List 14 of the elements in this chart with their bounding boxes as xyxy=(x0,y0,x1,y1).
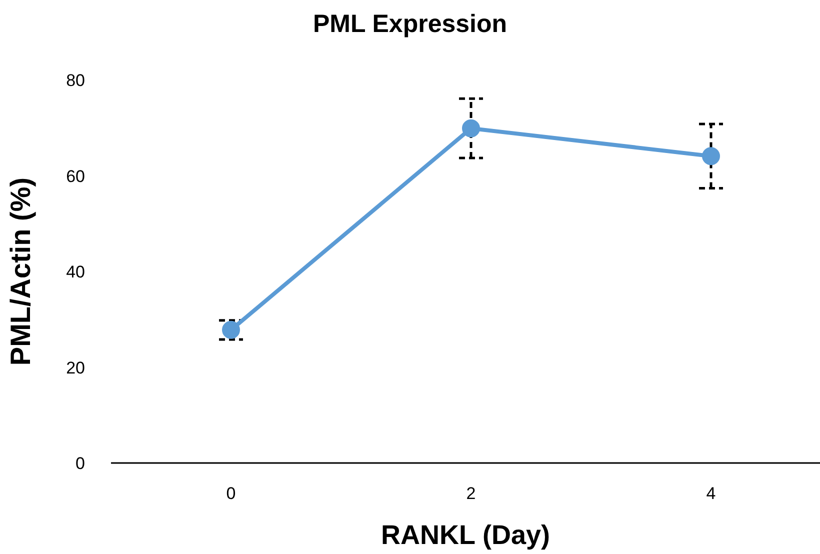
x-axis-title: RANKL (Day) xyxy=(380,520,550,550)
y-tick-label: 80 xyxy=(66,71,85,90)
y-axis-title: PML/Actin (%) xyxy=(4,177,36,366)
y-tick-label: 40 xyxy=(66,262,85,282)
chart-title: PML Expression xyxy=(312,10,508,39)
x-tick-label: 0 xyxy=(226,484,236,504)
point xyxy=(462,119,480,138)
point xyxy=(222,320,240,339)
y-tick-label: 60 xyxy=(66,166,85,186)
x-tick-label: 2 xyxy=(466,484,476,504)
y-tick-label: 0 xyxy=(76,454,85,474)
point xyxy=(702,147,720,166)
y-tick-label: 20 xyxy=(66,358,85,378)
x-tick-label: 4 xyxy=(706,484,716,504)
